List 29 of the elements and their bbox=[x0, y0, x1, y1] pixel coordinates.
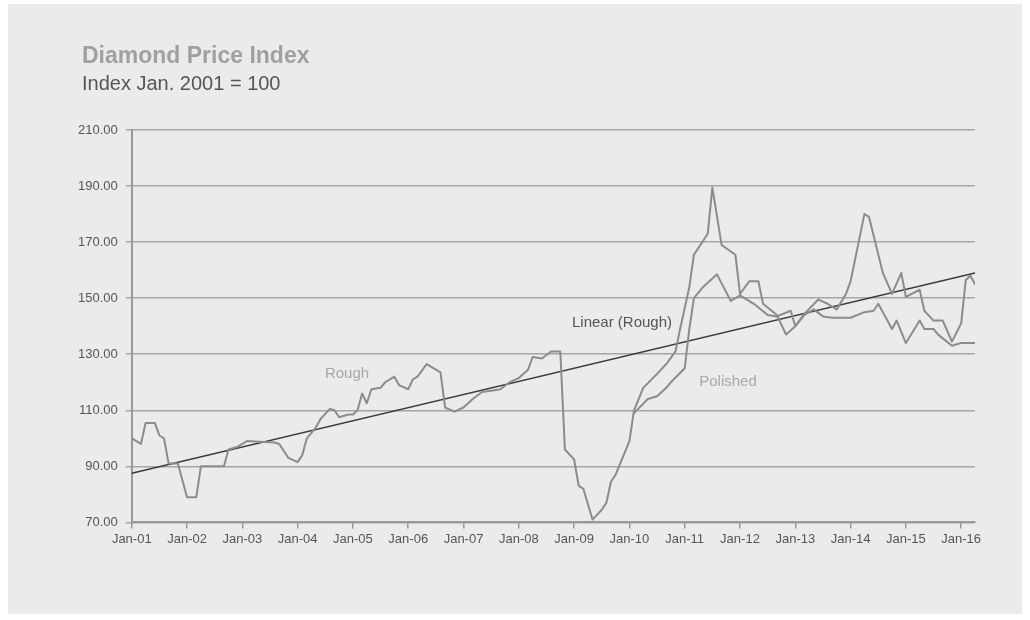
x-tick-label: Jan-16 bbox=[941, 530, 982, 546]
x-tick-label: Jan-07 bbox=[443, 530, 484, 546]
y-tick-label: 90.00 bbox=[85, 457, 118, 473]
chart-subtitle: Index Jan. 2001 = 100 bbox=[82, 72, 281, 95]
y-tick-label: 110.00 bbox=[78, 401, 118, 417]
annotation: Linear (Rough) bbox=[571, 313, 673, 331]
annotation: Polished bbox=[699, 372, 757, 390]
chart-title: Diamond Price Index bbox=[82, 42, 310, 69]
x-tick-label: Jan-15 bbox=[886, 530, 926, 546]
y-tick-label: 70.00 bbox=[85, 513, 118, 529]
x-tick-label: Jan-05 bbox=[333, 530, 373, 546]
x-tick-label: Jan-09 bbox=[554, 530, 594, 546]
x-tick-label: Jan-13 bbox=[775, 530, 816, 546]
x-tick-label: Jan-02 bbox=[167, 530, 207, 546]
y-tick-label: 130.00 bbox=[78, 345, 118, 361]
x-tick-label: Jan-06 bbox=[388, 530, 429, 546]
x-tick-label: Jan-14 bbox=[830, 530, 871, 546]
y-tick-label: 170.00 bbox=[78, 233, 118, 249]
x-tick-label: Jan-01 bbox=[111, 530, 152, 546]
x-tick-label: Jan-10 bbox=[609, 530, 650, 546]
y-tick-label: 150.00 bbox=[78, 289, 118, 305]
annotation: Rough bbox=[324, 364, 370, 382]
y-tick-label: 210.00 bbox=[78, 121, 118, 137]
y-tick-label: 190.00 bbox=[78, 177, 118, 193]
x-tick-label: Jan-11 bbox=[665, 530, 705, 546]
x-tick-label: Jan-04 bbox=[277, 530, 318, 546]
x-tick-label: Jan-08 bbox=[498, 530, 539, 546]
x-tick-label: Jan-03 bbox=[222, 530, 263, 546]
x-tick-label: Jan-12 bbox=[720, 530, 760, 546]
